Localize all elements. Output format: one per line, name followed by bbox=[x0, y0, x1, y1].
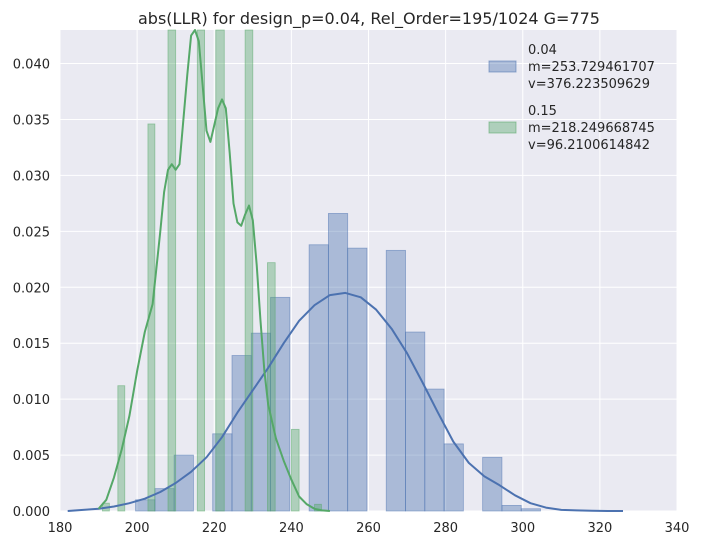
series-0-bar-11 bbox=[347, 247, 368, 512]
legend-label-1-line-0: 0.15 bbox=[528, 104, 557, 119]
series-1-bar-5 bbox=[215, 29, 225, 512]
series-1-bar-8 bbox=[290, 428, 300, 512]
series-1-bar-7 bbox=[267, 262, 276, 512]
y-tick-label-6: 0.030 bbox=[13, 169, 50, 184]
legend-swatch-0 bbox=[488, 60, 517, 73]
y-tick-label-1: 0.005 bbox=[13, 449, 50, 464]
series-0-kde-line bbox=[67, 291, 623, 512]
x-tick-label-6: 300 bbox=[510, 521, 535, 536]
series-0-bar-14 bbox=[405, 331, 426, 512]
series-0-bar-16 bbox=[443, 443, 464, 512]
y-tick-label-5: 0.025 bbox=[13, 225, 50, 240]
series-1-kde-line bbox=[97, 29, 330, 512]
y-tick-label-8: 0.040 bbox=[13, 58, 50, 73]
legend-swatch-1 bbox=[488, 121, 517, 134]
x-tick-label-4: 260 bbox=[356, 521, 381, 536]
series-1-bar-4 bbox=[196, 29, 206, 512]
x-tick-label-3: 240 bbox=[279, 521, 304, 536]
kde-curves bbox=[67, 29, 623, 512]
x-tick-label-1: 200 bbox=[125, 521, 150, 536]
y-tick-label-3: 0.015 bbox=[13, 337, 50, 352]
series-0-bar-13 bbox=[385, 249, 406, 512]
y-axis-ticks: 0.000 0.005 0.010 0.015 0.020 0.025 0.030 0.035… bbox=[13, 58, 50, 520]
x-tick-label-2: 220 bbox=[202, 521, 227, 536]
x-tick-label-5: 280 bbox=[433, 521, 458, 536]
legend-label-0-line-1: m=253.729461707 bbox=[528, 60, 655, 75]
x-axis-ticks: 180 200 220 240 260 280 300 320 340 bbox=[48, 521, 690, 536]
x-tick-label-0: 180 bbox=[48, 521, 73, 536]
x-tick-label-8: 340 bbox=[665, 521, 690, 536]
series-1-bar-3 bbox=[167, 29, 177, 512]
y-tick-label-4: 0.020 bbox=[13, 281, 50, 296]
series-1-bar-9 bbox=[314, 503, 322, 512]
series-1-bar-6 bbox=[244, 29, 254, 512]
legend-label-0-line-0: 0.04 bbox=[528, 43, 557, 58]
y-tick-label-7: 0.035 bbox=[13, 113, 50, 128]
legend: 0.04 m=253.729461707 v=376.223509629 0.15… bbox=[488, 43, 655, 153]
x-tick-label-7: 320 bbox=[587, 521, 612, 536]
y-tick-label-0: 0.000 bbox=[13, 505, 50, 520]
series-0-bar-10 bbox=[327, 213, 349, 512]
histogram-bars bbox=[102, 29, 541, 512]
legend-label-1-line-2: v=96.2100614842 bbox=[528, 138, 650, 153]
series-0-bar-18 bbox=[482, 456, 503, 512]
series-0-bar-19 bbox=[501, 505, 522, 512]
legend-label-1-line-1: m=218.249668745 bbox=[528, 121, 655, 136]
series-0-bar-20 bbox=[520, 508, 541, 512]
chart-title: abs(LLR) for design_p=0.04, Rel_Order=19… bbox=[138, 9, 600, 29]
series-0-bar-9 bbox=[308, 244, 329, 512]
legend-label-0-line-2: v=376.223509629 bbox=[528, 77, 650, 92]
y-tick-label-2: 0.010 bbox=[13, 393, 50, 408]
